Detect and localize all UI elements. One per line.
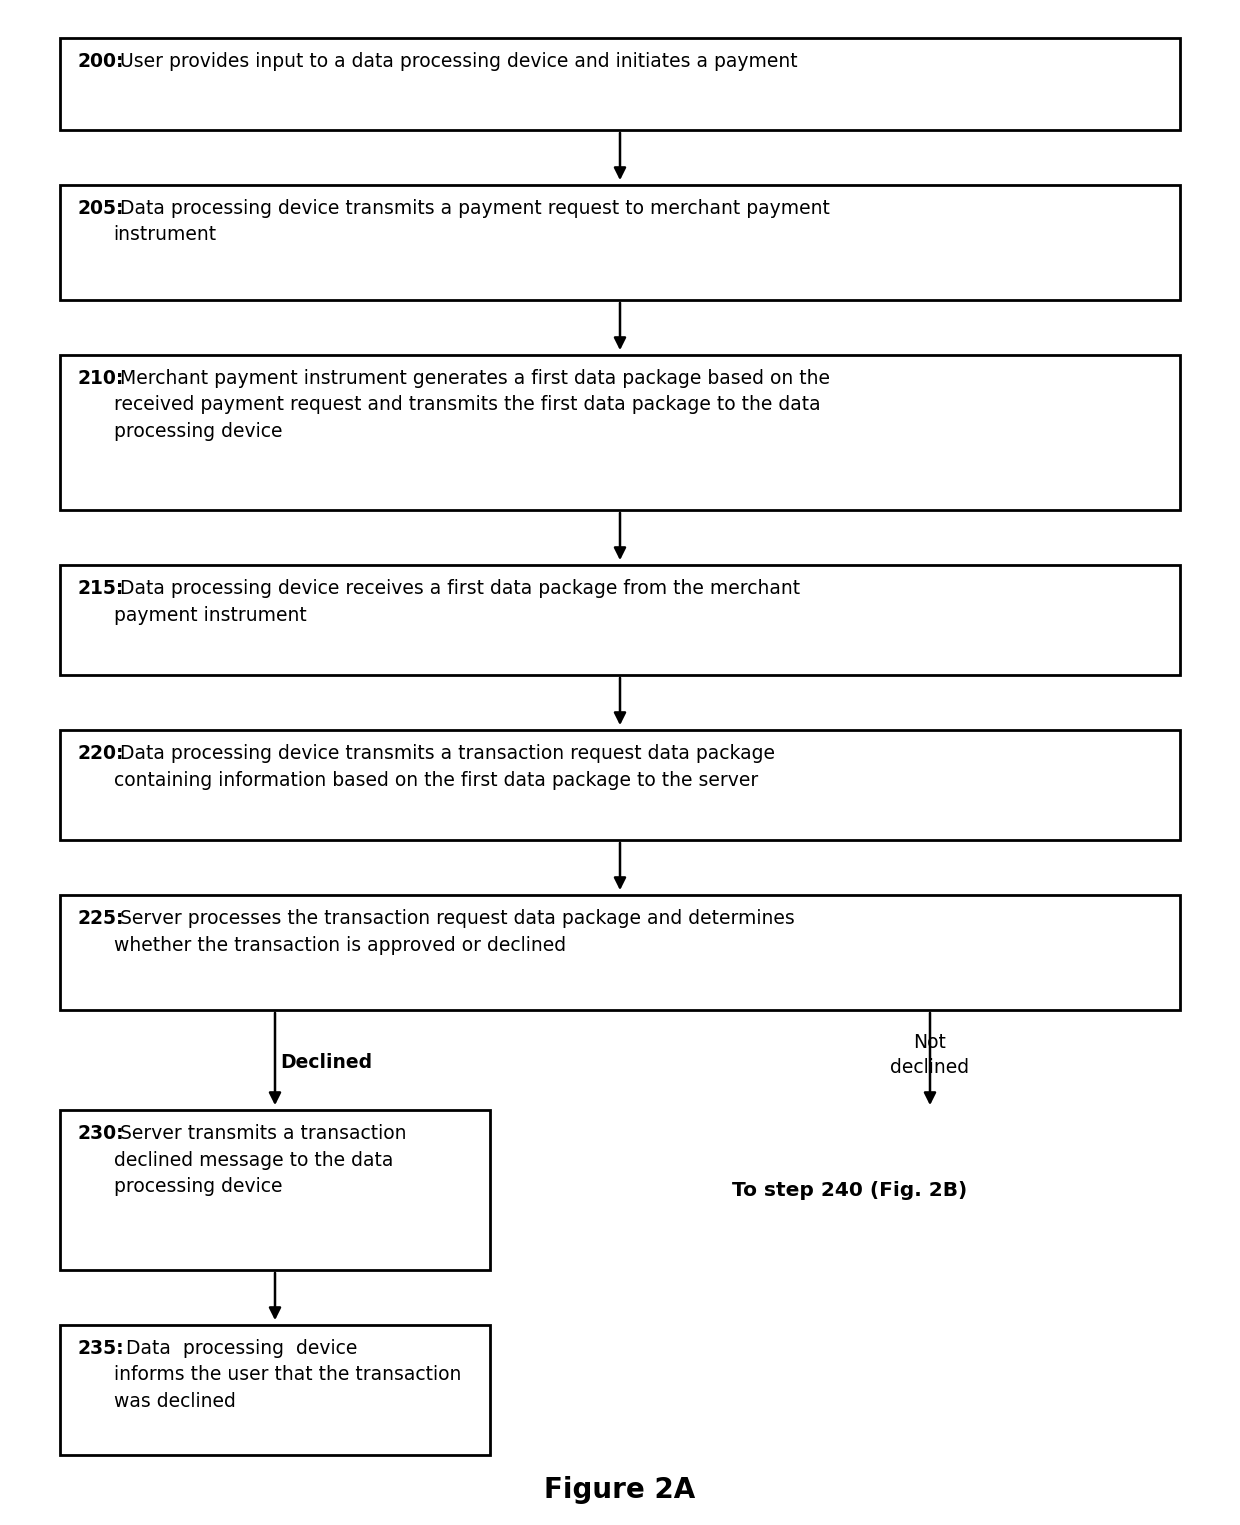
Text: Server transmits a transaction
declined message to the data
processing device: Server transmits a transaction declined …	[114, 1124, 407, 1196]
Text: 210:: 210:	[78, 369, 124, 387]
FancyBboxPatch shape	[60, 38, 1180, 130]
FancyBboxPatch shape	[60, 355, 1180, 509]
Text: 225:: 225:	[78, 909, 124, 929]
FancyBboxPatch shape	[60, 895, 1180, 1010]
Text: User provides input to a data processing device and initiates a payment: User provides input to a data processing…	[114, 52, 797, 72]
Text: Data  processing  device
informs the user that the transaction
was declined: Data processing device informs the user …	[114, 1339, 461, 1411]
FancyBboxPatch shape	[60, 1110, 490, 1270]
Text: 220:: 220:	[78, 744, 124, 762]
Text: Server processes the transaction request data package and determines
whether the: Server processes the transaction request…	[114, 909, 795, 955]
FancyBboxPatch shape	[60, 185, 1180, 300]
Text: Merchant payment instrument generates a first data package based on the
received: Merchant payment instrument generates a …	[114, 369, 830, 441]
Text: Not
declined: Not declined	[890, 1032, 970, 1077]
Text: 205:: 205:	[78, 198, 124, 218]
Text: To step 240 (Fig. 2B): To step 240 (Fig. 2B)	[733, 1180, 967, 1200]
Text: Data processing device receives a first data package from the merchant
payment i: Data processing device receives a first …	[114, 580, 800, 625]
FancyBboxPatch shape	[60, 730, 1180, 840]
Text: Data processing device transmits a transaction request data package
containing i: Data processing device transmits a trans…	[114, 744, 775, 790]
Text: 200:: 200:	[78, 52, 124, 72]
Text: 230:: 230:	[78, 1124, 125, 1144]
Text: 215:: 215:	[78, 580, 124, 598]
Text: Data processing device transmits a payment request to merchant payment
instrumen: Data processing device transmits a payme…	[114, 198, 830, 244]
Text: Figure 2A: Figure 2A	[544, 1476, 696, 1504]
FancyBboxPatch shape	[60, 564, 1180, 676]
FancyBboxPatch shape	[60, 1325, 490, 1455]
Text: 235:: 235:	[78, 1339, 125, 1357]
Text: Declined: Declined	[280, 1052, 372, 1072]
